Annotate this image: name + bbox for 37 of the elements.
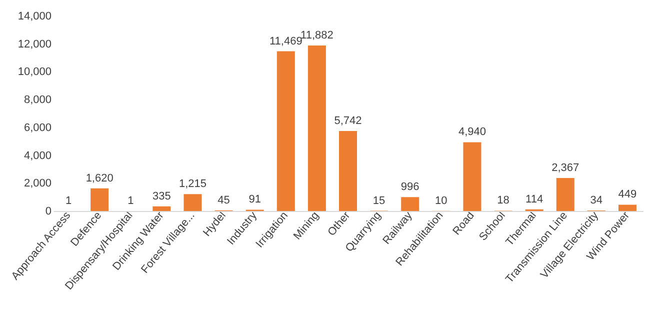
data-label: 11,469 [269, 35, 302, 48]
bar [276, 51, 295, 211]
data-label: 34 [590, 194, 603, 207]
bar [618, 204, 636, 211]
data-label: 91 [248, 194, 261, 206]
data-label: 10 [435, 194, 448, 207]
y-tick-label: 14,000 [18, 10, 52, 22]
data-label: 1 [65, 194, 72, 207]
data-label: 11,882 [300, 30, 334, 42]
y-tick-label: 2,000 [24, 178, 52, 190]
data-label: 335 [152, 190, 171, 202]
data-label: 1,215 [178, 178, 206, 190]
bar [401, 197, 420, 211]
data-label: 2,367 [552, 162, 580, 174]
y-tick-label: 4,000 [24, 150, 52, 162]
data-label: 45 [218, 194, 230, 206]
bar [463, 142, 482, 211]
data-label: 18 [497, 194, 510, 207]
data-label: 1,620 [86, 172, 114, 184]
bar [184, 194, 202, 211]
data-label: 449 [618, 188, 637, 201]
y-tick-label: 6,000 [24, 122, 52, 134]
y-tick-label: 12,000 [18, 38, 52, 50]
bar [339, 131, 357, 211]
y-tick-label: 10,000 [18, 66, 52, 78]
bar [308, 46, 326, 211]
bar [90, 188, 109, 211]
y-tick-label: 0 [45, 206, 52, 218]
data-label: 5,742 [334, 115, 362, 128]
y-tick-label: 8,000 [24, 94, 52, 106]
data-label: 1 [128, 194, 134, 207]
data-label: 996 [400, 181, 420, 194]
data-label: 114 [526, 193, 544, 206]
bar [152, 206, 171, 211]
data-label: 4,940 [458, 126, 486, 138]
bar [556, 178, 574, 211]
data-label: 15 [372, 194, 386, 207]
